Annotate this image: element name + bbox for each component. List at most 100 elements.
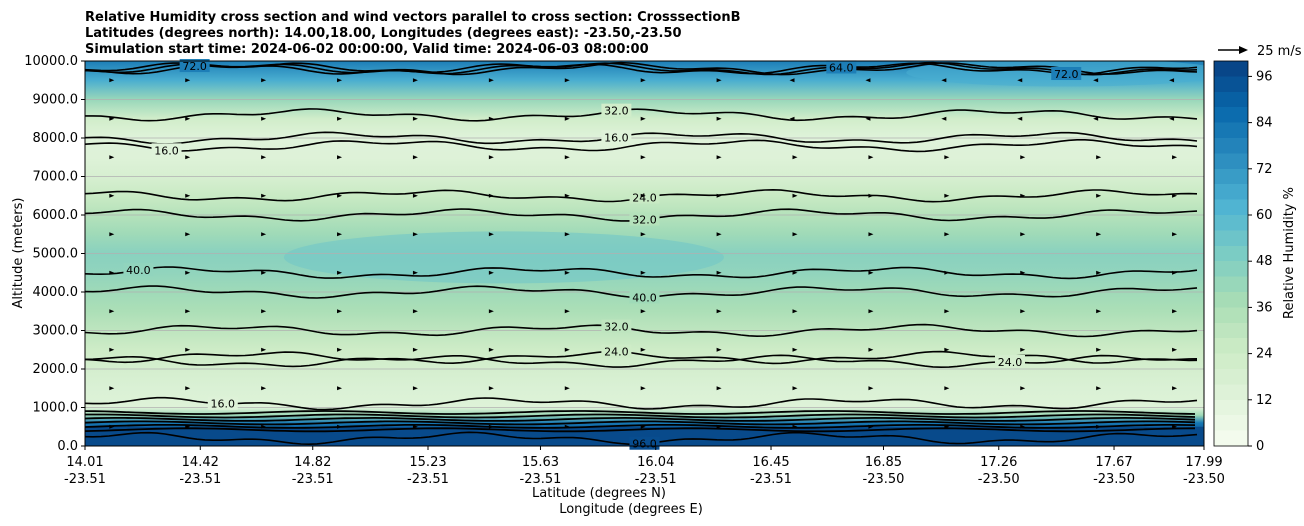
wind-vector-arrow-icon	[1020, 424, 1026, 429]
wind-vector-arrow-icon	[185, 386, 191, 391]
wind-vector-arrow-icon	[792, 347, 798, 352]
colorbar-bar	[1213, 60, 1249, 447]
contour-label: 32.0	[604, 105, 629, 118]
wind-vector-arrow-icon	[109, 424, 115, 429]
wind-vector-arrow-icon	[1172, 309, 1178, 314]
x-tick-label-lon: -23.50	[1183, 472, 1225, 487]
colorbar-tick-label: 72	[1256, 162, 1273, 177]
wind-vector-arrow-icon	[944, 232, 950, 237]
x-tick-label-lat: 14.01	[66, 455, 103, 470]
wind-vector-arrow-icon	[1172, 386, 1178, 391]
wind-vector-arrow-icon	[716, 386, 722, 391]
x-tick-label-lon: -23.51	[64, 472, 106, 487]
wind-vector-arrow-icon	[792, 386, 798, 391]
wind-vector-arrow-icon	[185, 116, 191, 121]
wind-vector-arrow-icon	[261, 386, 267, 391]
x-tick-label-lat: 15.63	[522, 455, 559, 470]
contour-label: 24.0	[604, 346, 629, 359]
wind-vector-arrow-icon	[412, 424, 418, 429]
rh-contour-boundary-layer	[85, 410, 1196, 415]
wind-vector-arrow-icon	[261, 193, 267, 198]
wind-vector-arrow-icon	[640, 270, 646, 275]
wind-vector-arrow-icon	[185, 309, 191, 314]
wind-vector-arrow-icon	[1020, 347, 1026, 352]
plot-area: 24.0 32.0 40.0 40.0 32.0 24.0 16.0 16.0 32.0 72.0…	[84, 59, 1205, 451]
colorbar-tick-label: 48	[1256, 254, 1273, 269]
quiver-key: 25 m/s	[1218, 44, 1302, 59]
wind-vector-arrow-icon	[716, 309, 722, 314]
wind-vector-arrow-icon	[1169, 116, 1175, 121]
wind-vector-arrow-icon	[412, 270, 418, 275]
wind-vector-arrow-icon	[941, 116, 947, 121]
wind-vector-arrow-icon	[412, 232, 418, 237]
rh-contour-boundary-layer	[85, 424, 1196, 429]
wind-vector-arrow-icon	[1017, 116, 1023, 121]
contour-label-background	[601, 344, 632, 358]
wind-vector-arrow-icon	[488, 424, 494, 429]
quiver-key-label: 25 m/s	[1257, 44, 1302, 59]
contour-label: 96.0	[632, 438, 657, 451]
wind-vector-arrow-icon	[640, 155, 646, 160]
contour-label: 72.0	[1054, 68, 1079, 81]
contour-label-background	[601, 319, 632, 333]
x-tick-label-lon: -23.51	[407, 472, 449, 487]
colorbar-tick-label: 12	[1256, 393, 1273, 408]
x-tick-label-lat: 17.67	[1095, 455, 1132, 470]
wind-vector-arrow-icon	[564, 193, 570, 198]
chart-title-line-2: Latitudes (degrees north): 14.00,18.00, …	[85, 26, 682, 41]
wind-vector-arrow-icon	[564, 309, 570, 314]
wind-vector-arrow-icon	[488, 347, 494, 352]
wind-vector-arrow-icon	[337, 309, 343, 314]
contour-label: 40.0	[126, 264, 151, 277]
wind-vector-arrow-icon	[1172, 193, 1178, 198]
wind-vector-arrow-icon	[412, 78, 418, 83]
wind-vector-arrow-icon	[261, 78, 267, 83]
wind-vector-arrow-icon	[1020, 155, 1026, 160]
wind-vectors	[109, 78, 1178, 429]
wind-vector-arrow-icon	[1020, 193, 1026, 198]
wind-vector-arrow-icon	[716, 116, 722, 121]
contour-label-background	[995, 354, 1026, 368]
wind-vector-arrow-icon	[185, 232, 191, 237]
wind-vector-arrow-icon	[868, 270, 874, 275]
wind-vector-arrow-icon	[109, 78, 115, 83]
wind-vector-arrow-icon	[1096, 270, 1102, 275]
wind-vector-arrow-icon	[1096, 193, 1102, 198]
rh-contour-boundary-layer	[85, 427, 1196, 433]
wind-vector-arrow-icon	[1020, 232, 1026, 237]
contour-label: 64.0	[829, 61, 854, 74]
wind-vector-arrow-icon	[412, 347, 418, 352]
x-tick-label-lat: 17.99	[1185, 455, 1222, 470]
contour-label: 24.0	[998, 356, 1023, 369]
wind-vector-arrow-icon	[488, 386, 494, 391]
wind-vector-arrow-icon	[640, 116, 646, 121]
wind-vector-arrow-icon	[1020, 309, 1026, 314]
wind-vector-arrow-icon	[868, 347, 874, 352]
y-tick-label: 1000.0	[33, 401, 79, 416]
wind-vector-arrow-icon	[640, 309, 646, 314]
wind-vector-arrow-icon	[640, 424, 646, 429]
colorbar-tick-label: 96	[1256, 69, 1273, 84]
y-axis-label: Altitude (meters)	[11, 198, 26, 309]
wind-vector-arrow-icon	[1093, 78, 1099, 83]
wind-vector-arrow-icon	[185, 78, 191, 83]
wind-vector-arrow-icon	[337, 78, 343, 83]
wind-vector-arrow-icon	[564, 386, 570, 391]
wind-vector-arrow-icon	[1020, 270, 1026, 275]
y-tick-label: 0.0	[57, 439, 78, 454]
rh-contour	[85, 108, 1198, 122]
contour-label: 24.0	[632, 191, 657, 204]
wind-vector-arrow-icon	[109, 309, 115, 314]
wind-vector-arrow-icon	[868, 386, 874, 391]
wind-vector-arrow-icon	[261, 116, 267, 121]
wind-vector-arrow-icon	[564, 270, 570, 275]
wind-vector-arrow-icon	[1172, 347, 1178, 352]
colorbar-tick-label: 36	[1256, 300, 1273, 315]
contour-label-background	[629, 290, 660, 304]
contour-label-background	[179, 59, 210, 73]
wind-vector-arrow-icon	[564, 347, 570, 352]
wind-vector-arrow-icon	[564, 424, 570, 429]
wind-vector-arrow-icon	[261, 270, 267, 275]
wind-vector-arrow-icon	[564, 155, 570, 160]
wind-vector-arrow-icon	[868, 309, 874, 314]
